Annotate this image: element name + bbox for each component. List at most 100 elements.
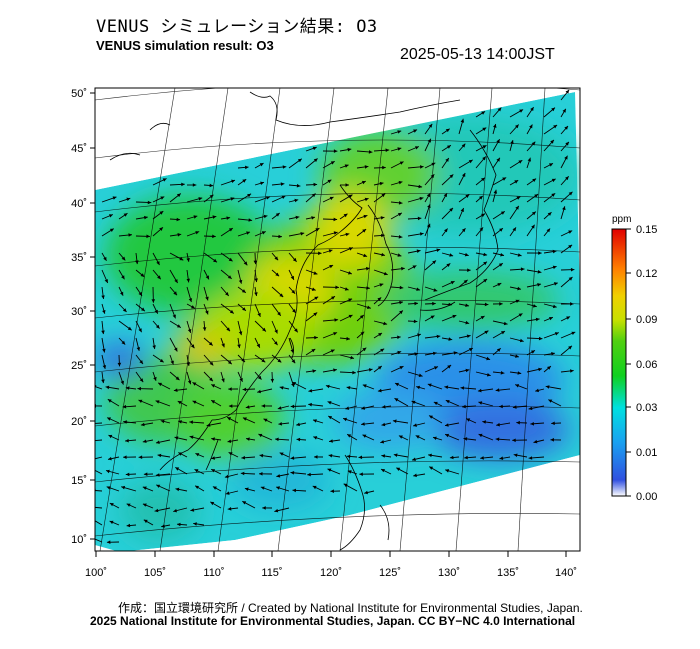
wind-arrow-head bbox=[291, 359, 296, 364]
wind-arrow-head bbox=[198, 197, 203, 201]
wind-arrow-head bbox=[186, 278, 190, 283]
wind-arrow-head bbox=[426, 193, 431, 198]
wind-arrow-head bbox=[106, 486, 111, 490]
wind-arrow-head bbox=[480, 316, 485, 320]
wind-arrow-head bbox=[383, 271, 388, 276]
wind-arrow-head bbox=[431, 162, 436, 167]
wind-arrow-head bbox=[275, 272, 280, 277]
wind-arrow-head bbox=[225, 491, 230, 495]
wind-arrow-head bbox=[89, 517, 93, 520]
wind-arrow-head bbox=[330, 349, 335, 353]
wind-arrow-head bbox=[112, 196, 117, 200]
wind-arrow-head bbox=[367, 305, 371, 309]
wind-arrow-head bbox=[377, 366, 382, 370]
wind-arrow-head bbox=[462, 173, 466, 177]
wind-arrow-head bbox=[228, 387, 232, 391]
wind-arrow-head bbox=[209, 361, 214, 366]
wind-arrow-head bbox=[551, 352, 555, 356]
wind-arrow-head bbox=[416, 385, 420, 390]
wind-arrow-head bbox=[449, 207, 453, 212]
wind-arrow-head bbox=[281, 195, 286, 199]
wind-arrow-head bbox=[429, 466, 434, 470]
wind-arrow-head bbox=[108, 456, 112, 461]
wind-arrow-head bbox=[348, 271, 352, 275]
colorbar-gradient bbox=[611, 228, 627, 497]
wind-arrow-head bbox=[192, 400, 197, 404]
wind-arrow-head bbox=[381, 405, 386, 409]
lon-label: 125˚ bbox=[379, 567, 401, 579]
wind-arrow-head bbox=[430, 315, 435, 319]
wind-arrow-head bbox=[333, 149, 338, 153]
wind-arrow-head bbox=[397, 130, 402, 134]
wind-arrow-head bbox=[122, 308, 127, 312]
wind-arrow-head bbox=[242, 417, 247, 421]
wind-arrow-head bbox=[262, 506, 266, 510]
wind-arrow-head bbox=[500, 253, 504, 257]
wind-arrow-head bbox=[254, 292, 258, 296]
wind-arrow-head bbox=[416, 287, 421, 291]
lat-label: 45˚ bbox=[71, 143, 87, 155]
wind-arrow-head bbox=[177, 522, 181, 527]
wind-arrow-head bbox=[211, 456, 215, 460]
colorbar-tick: 0.00 bbox=[636, 491, 657, 503]
wind-arrow-head bbox=[146, 234, 150, 239]
wind-arrow-head bbox=[209, 183, 214, 188]
wind-arrow-head bbox=[334, 318, 339, 322]
wind-arrow-head bbox=[499, 302, 503, 306]
wind-arrow-head bbox=[381, 422, 386, 427]
wind-arrow-head bbox=[348, 314, 353, 319]
colorbar: ppm 0.15 0.12 0.09 0.06 0.03 0.01 0.00 bbox=[611, 214, 657, 503]
wind-arrow-head bbox=[221, 378, 225, 383]
wind-arrow-head bbox=[481, 111, 486, 115]
lat-ticks bbox=[90, 92, 95, 540]
wind-arrow-head bbox=[546, 228, 551, 233]
wind-arrow-head bbox=[427, 138, 431, 143]
wind-arrow-head bbox=[464, 252, 469, 257]
wind-arrow-head bbox=[518, 313, 523, 317]
wind-arrow-head bbox=[239, 377, 243, 382]
wind-arrow-head bbox=[549, 163, 553, 167]
wind-arrow-head bbox=[90, 457, 94, 461]
wind-arrow-head bbox=[467, 268, 471, 272]
wind-arrow-head bbox=[463, 279, 468, 284]
wind-arrow-head bbox=[412, 265, 417, 269]
wind-arrow-head bbox=[483, 252, 488, 257]
wind-arrow-head bbox=[227, 439, 232, 443]
wind-arrow-head bbox=[247, 193, 252, 198]
wind-arrow-head bbox=[446, 263, 451, 267]
wind-arrow-head bbox=[228, 404, 233, 408]
lon-label: 110˚ bbox=[203, 567, 224, 579]
wind-arrow-head bbox=[313, 312, 318, 317]
wind-arrow-head bbox=[121, 340, 126, 345]
wind-arrow-head bbox=[445, 469, 450, 473]
wind-arrow-head bbox=[348, 247, 353, 251]
wind-arrow-head bbox=[333, 217, 338, 222]
wind-arrow-head bbox=[496, 348, 501, 352]
wind-arrow-head bbox=[361, 406, 366, 410]
wind-arrow-head bbox=[151, 299, 156, 303]
wind-arrow-head bbox=[318, 251, 322, 256]
wind-arrow-head bbox=[460, 118, 465, 123]
wind-arrow-head bbox=[275, 437, 279, 442]
wind-arrow-head bbox=[344, 287, 349, 291]
wind-arrow-head bbox=[445, 128, 450, 133]
wind-arrow-head bbox=[228, 360, 232, 365]
wind-arrow-head bbox=[432, 260, 436, 265]
wind-arrow-head bbox=[315, 228, 320, 232]
wind-arrow-head bbox=[562, 108, 566, 113]
wind-arrow-head bbox=[565, 89, 570, 94]
wind-arrow-head bbox=[121, 256, 126, 261]
wind-arrow-head bbox=[359, 315, 364, 319]
wind-arrow-head bbox=[531, 350, 535, 354]
wind-arrow-head bbox=[176, 217, 181, 222]
wind-arrow-head bbox=[381, 469, 385, 473]
wind-arrow-head bbox=[434, 366, 438, 370]
wind-arrow-head bbox=[345, 183, 349, 187]
wind-arrow-head bbox=[517, 371, 522, 375]
wind-arrow-head bbox=[419, 196, 424, 201]
wind-arrow-head bbox=[479, 227, 484, 232]
wind-arrow-head bbox=[496, 157, 500, 162]
wind-arrow-head bbox=[270, 378, 275, 383]
wind-arrow-head bbox=[495, 437, 500, 441]
wind-arrow-head bbox=[568, 345, 572, 350]
